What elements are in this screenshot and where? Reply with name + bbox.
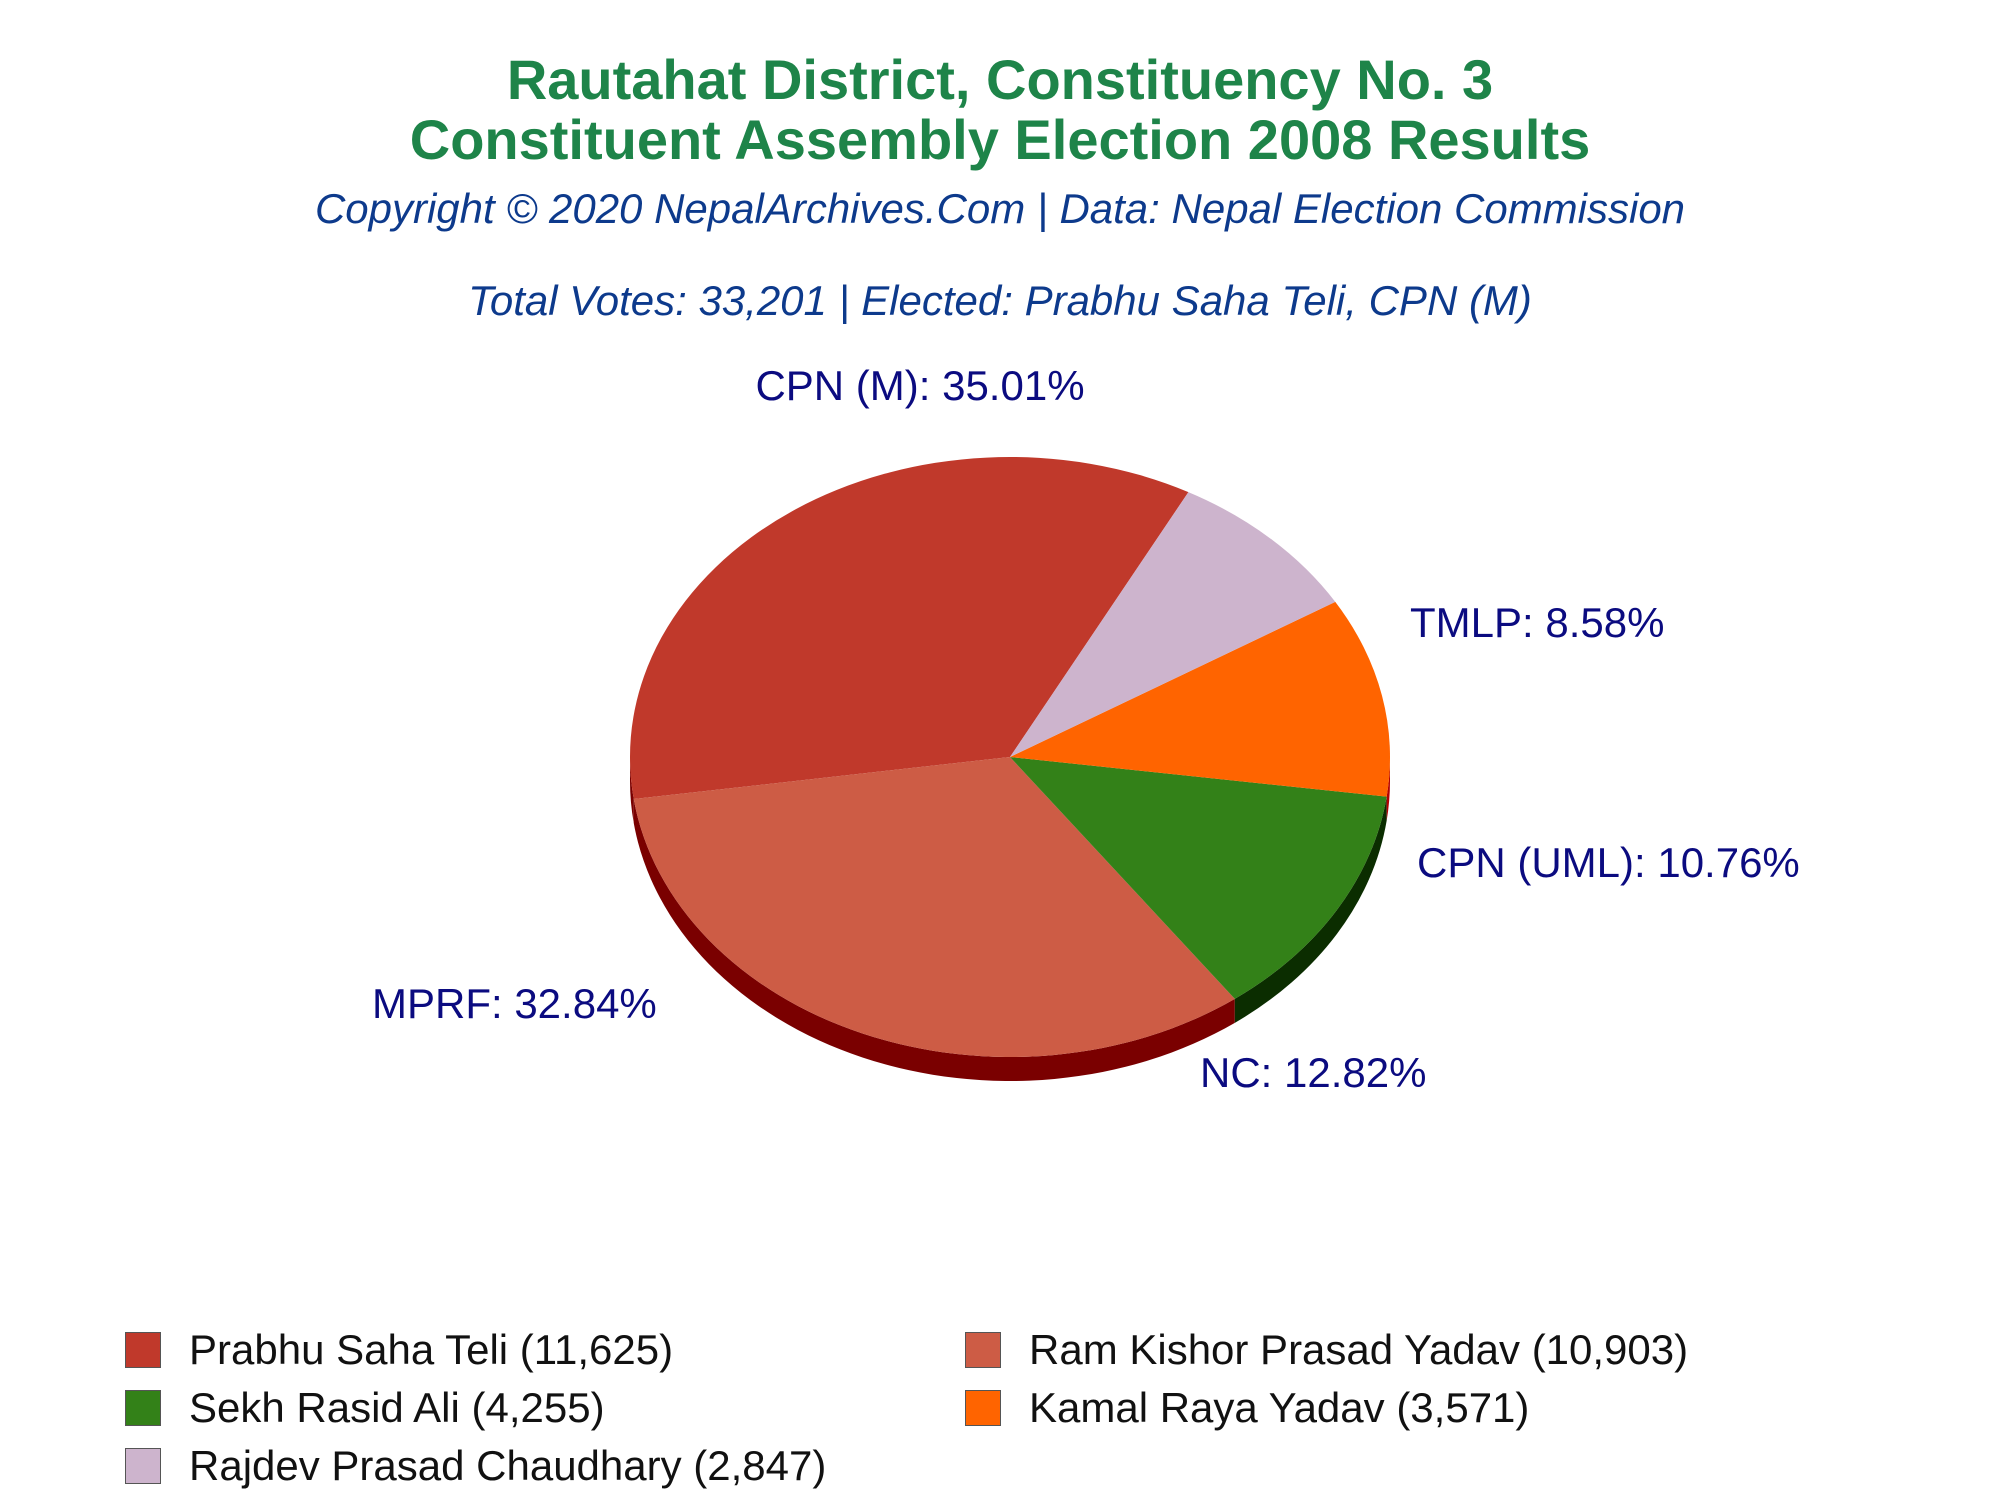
legend-label: Sekh Rasid Ali (4,255)	[189, 1384, 605, 1431]
legend-label: Rajdev Prasad Chaudhary (2,847)	[189, 1442, 827, 1489]
legend-swatch	[125, 1332, 161, 1368]
pie-side-1	[633, 799, 1235, 1081]
slice-label-4: TMLP: 8.58%	[1410, 599, 1664, 646]
legend-item-nc: Sekh Rasid Ali (4,255)	[125, 1383, 605, 1433]
chart-legend: Prabhu Saha Teli (11,625) Ram Kishor Pra…	[0, 1305, 2000, 1495]
legend-item-cpn-uml: Kamal Raya Yadav (3,571)	[965, 1383, 1529, 1433]
pie-side-3	[1386, 757, 1390, 821]
legend-label: Kamal Raya Yadav (3,571)	[1029, 1384, 1530, 1431]
pie-slice-tmlp	[1010, 492, 1336, 757]
pie-slice-cpn-m	[630, 457, 1189, 800]
pie-side-2	[1234, 796, 1387, 1023]
vote-summary: Total Votes: 33,201 | Elected: Prabhu Sa…	[468, 277, 1532, 324]
chart-title-line2: Constituent Assembly Election 2008 Resul…	[409, 108, 1591, 171]
pie-slice-mprf	[633, 757, 1235, 1057]
pie-side-0	[630, 757, 634, 824]
legend-swatch	[965, 1390, 1001, 1426]
legend-item-mprf: Ram Kishor Prasad Yadav (10,903)	[965, 1325, 1688, 1375]
chart-title-line1: Rautahat District, Constituency No. 3	[506, 48, 1494, 111]
copyright-subtitle: Copyright © 2020 NepalArchives.Com | Dat…	[314, 185, 1686, 232]
slice-label-1: MPRF: 32.84%	[372, 980, 657, 1027]
pie-slice-cpn-uml	[1010, 601, 1390, 797]
legend-swatch	[125, 1390, 161, 1426]
slice-label-0: CPN (M): 35.01%	[755, 362, 1084, 409]
legend-item-cpn-m: Prabhu Saha Teli (11,625)	[125, 1325, 673, 1375]
pie-chart: CPN (M): 35.01% MPRF: 32.84% NC: 12.82% CPN…	[372, 362, 1800, 1096]
legend-item-tmlp: Rajdev Prasad Chaudhary (2,847)	[125, 1441, 826, 1491]
legend-swatch	[965, 1332, 1001, 1368]
legend-label: Ram Kishor Prasad Yadav (10,903)	[1029, 1326, 1689, 1373]
legend-label: Prabhu Saha Teli (11,625)	[189, 1326, 674, 1373]
pie-side-walls	[630, 757, 1390, 1081]
slice-label-3: CPN (UML): 10.76%	[1417, 839, 1800, 886]
pie-slice-nc	[1010, 757, 1387, 999]
legend-swatch	[125, 1448, 161, 1484]
slice-label-2: NC: 12.82%	[1200, 1049, 1426, 1096]
